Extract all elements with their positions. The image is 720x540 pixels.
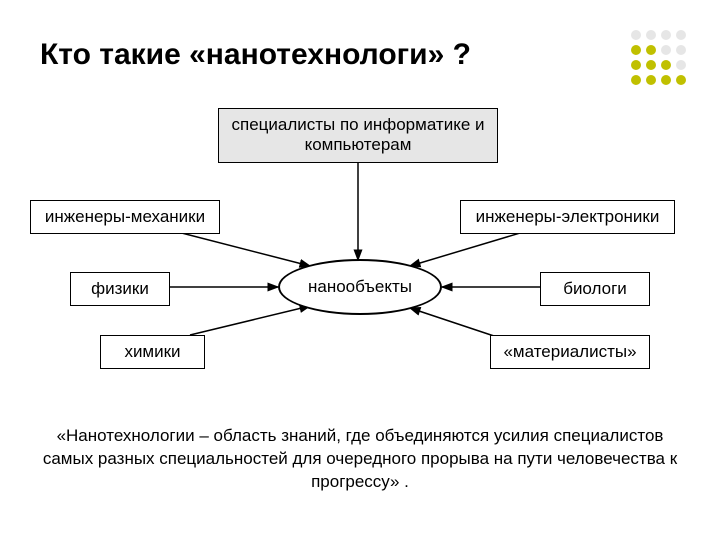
node-left-mid: физики [70,272,170,306]
page-title: Кто такие «нанотехнологи» ? [40,38,471,72]
corner-dot-decoration [631,30,688,87]
center-ellipse: нанообъекты [278,259,442,315]
quote-text: «Нанотехнологии – область знаний, где об… [40,425,680,494]
center-label: нанообъекты [308,277,412,297]
node-left-lower: химики [100,335,205,369]
node-top: специалисты по информатике и компьютерам [218,108,498,163]
node-right-upper: инженеры-электроники [460,200,675,234]
node-right-lower: «материалисты» [490,335,650,369]
node-right-mid: биологи [540,272,650,306]
node-left-upper: инженеры-механики [30,200,220,234]
